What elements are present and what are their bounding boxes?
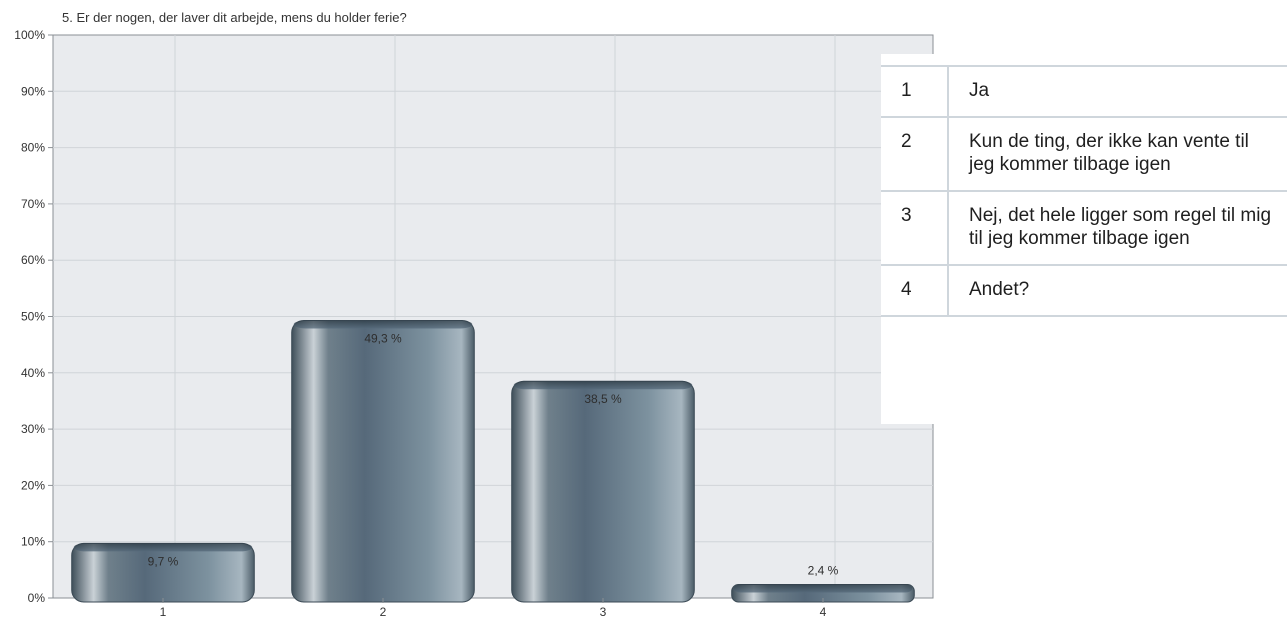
- data-label: 38,5 %: [584, 392, 622, 406]
- bar-3: [511, 380, 695, 603]
- legend-text: Ja: [948, 65, 1287, 118]
- legend-text: Kun de ting, der ikke kan vente til jeg …: [948, 116, 1287, 192]
- bar-1: [71, 542, 255, 603]
- x-tick-label: 1: [160, 605, 167, 618]
- y-tick-label: 60%: [21, 253, 45, 267]
- legend-number: 3: [881, 190, 949, 266]
- legend-row: 3 Nej, det hele ligger som regel til mig …: [881, 190, 1287, 266]
- bar-cap: [293, 320, 473, 329]
- y-tick-label: 80%: [21, 141, 45, 155]
- legend-number: 1: [881, 65, 949, 118]
- y-tick-label: 0%: [28, 591, 46, 605]
- bar-cap: [73, 543, 253, 552]
- grid-lines: [53, 35, 933, 598]
- bar-body: [71, 542, 255, 603]
- data-label: 9,7 %: [148, 554, 179, 568]
- legend-number: 4: [881, 264, 949, 317]
- bar-body: [291, 319, 475, 603]
- x-tick-label: 2: [380, 605, 387, 618]
- y-tick-label: 20%: [21, 478, 45, 492]
- bar-body: [511, 380, 695, 603]
- legend-text: Andet?: [948, 264, 1287, 317]
- data-label: 2,4 %: [808, 563, 839, 577]
- y-tick-label: 50%: [21, 310, 45, 324]
- bar-2: [291, 319, 475, 603]
- y-tick-label: 40%: [21, 366, 45, 380]
- x-tick-label: 3: [600, 605, 607, 618]
- bar-cap: [733, 584, 913, 593]
- legend-panel: 1 Ja 2 Kun de ting, der ikke kan vente til …: [881, 54, 1287, 424]
- legend-row: 2 Kun de ting, der ikke kan vente til jeg…: [881, 116, 1287, 192]
- legend-table: 1 Ja 2 Kun de ting, der ikke kan vente til …: [881, 65, 1287, 317]
- y-tick-label: 70%: [21, 197, 45, 211]
- y-tick-label: 90%: [21, 84, 45, 98]
- legend-row: 4 Andet?: [881, 264, 1287, 317]
- legend-number: 2: [881, 116, 949, 192]
- bars: 9,7 % 49,3 % 38,5 % 2,4 %: [71, 319, 915, 603]
- legend-text: Nej, det hele ligger som regel til mig t…: [948, 190, 1287, 266]
- legend-row: 1 Ja: [881, 65, 1287, 118]
- y-tick-label: 10%: [21, 535, 45, 549]
- y-tick-label: 30%: [21, 422, 45, 436]
- y-axis: 0% 10% 20% 30% 40% 50% 60% 70% 80% 90% 100%: [14, 28, 53, 605]
- y-tick-label: 100%: [14, 28, 45, 42]
- x-axis: 1 2 3 4: [160, 598, 827, 618]
- data-label: 49,3 %: [364, 331, 402, 345]
- chart-title: 5. Er der nogen, der laver dit arbejde, …: [62, 10, 407, 25]
- x-tick-label: 4: [820, 605, 827, 618]
- bar-cap: [513, 381, 693, 390]
